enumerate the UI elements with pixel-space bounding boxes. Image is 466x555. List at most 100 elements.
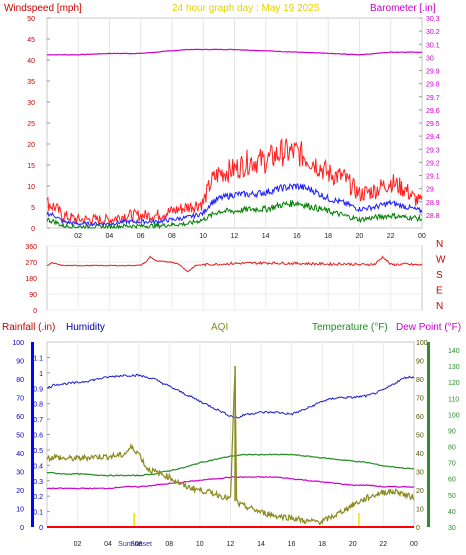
wind-x-tick-label: 04: [106, 233, 114, 240]
baro-right-tick-label: 30.1: [426, 42, 440, 49]
humidity-line: [46, 373, 415, 419]
env-x-tick-label: 02: [74, 541, 82, 548]
dewpoint-line: [46, 476, 415, 490]
sunrise-label: Sunrise: [118, 541, 142, 548]
humidity-tick-label: 20: [16, 488, 24, 495]
aqi-tick-label: 70: [416, 396, 424, 403]
rain-tick-label: 0.8: [33, 402, 43, 409]
env-x-tick-label: 00: [410, 541, 418, 548]
temperature-tick-label: 90: [448, 428, 456, 435]
env-x-tick-label: 04: [104, 541, 112, 548]
rain-tick-label: 1.1: [33, 355, 43, 362]
baro-right-tick-label: 30.2: [426, 29, 440, 36]
env-x-tick-label: 12: [227, 541, 235, 548]
wind-left-tick-label: 0: [31, 226, 35, 233]
rain-tick-label: 0.3: [33, 479, 43, 486]
humidity-tick-label: 60: [16, 414, 24, 421]
humidity-tick-label: 0: [20, 525, 24, 532]
baro-right-tick-label: 29.8: [426, 82, 440, 89]
aqi-title: AQI: [211, 322, 228, 333]
aqi-tick-label: 90: [416, 359, 424, 366]
aqi-tick-label: 60: [416, 414, 424, 421]
baro-right-tick-label: 28.9: [426, 200, 440, 207]
rain-tick-label: 0: [39, 525, 43, 532]
direction-tick-label: 0: [33, 308, 37, 315]
wind-left-tick-label: 35: [27, 79, 35, 86]
rain-tick-label: 0.5: [33, 448, 43, 455]
temperature-tick-label: 60: [448, 477, 456, 484]
humidity-tick-label: 70: [16, 396, 24, 403]
baro-right-tick-label: 29.3: [426, 147, 440, 154]
baro-right-tick-label: 29.2: [426, 160, 440, 167]
rain-tick-label: 0.7: [33, 417, 43, 424]
wind-x-tick-label: 02: [74, 233, 82, 240]
rain-tick-label: 0.9: [33, 386, 43, 393]
aqi-tick-label: 30: [416, 470, 424, 477]
barometer-line: [46, 48, 423, 56]
rain-tick-label: 1: [39, 371, 43, 378]
aqi-tick-label: 50: [416, 433, 424, 440]
wind-x-tick-label: 12: [231, 233, 239, 240]
wind-left-tick-label: 30: [27, 100, 35, 107]
aqi-tick-label: 0: [416, 525, 420, 532]
env-x-tick-label: 14: [257, 541, 265, 548]
compass-label-n: N: [436, 239, 443, 250]
temperature-tick-label: 110: [448, 396, 459, 403]
env-x-tick-label: 16: [288, 541, 296, 548]
temperature-tick-label: 140: [448, 348, 460, 355]
humidity-tick-label: 40: [16, 451, 24, 458]
baro-right-tick-label: 29.7: [426, 95, 440, 102]
temperature-tick-label: 70: [448, 461, 456, 468]
sunset-label: Sunset: [130, 541, 152, 548]
env-x-tick-label: 20: [349, 541, 357, 548]
wind-x-tick-label: 20: [356, 233, 364, 240]
wind-left-tick-label: 15: [27, 163, 35, 170]
direction-tick-label: 180: [25, 276, 37, 283]
humidity-axis-bar: [31, 342, 34, 527]
baro-right-tick-label: 30.3: [426, 16, 440, 23]
temperature-axis-bar: [427, 342, 430, 527]
compass-label-s: S: [436, 270, 443, 281]
dewpoint-title: Dew Point (°F): [396, 322, 461, 333]
wind-left-tick-label: 5: [31, 205, 35, 212]
temperature-tick-label: 120: [448, 380, 460, 387]
temperature-title: Temperature (°F): [312, 322, 388, 333]
baro-right-tick-label: 29: [426, 187, 434, 194]
direction-tick-label: 360: [25, 244, 37, 251]
wind-x-tick-label: 18: [324, 233, 332, 240]
wind-left-tick-label: 10: [27, 184, 35, 191]
temperature-tick-label: 130: [448, 364, 460, 371]
compass-label-e: E: [436, 286, 443, 297]
graph-date-title: 24 hour graph day : May 19 2025: [172, 3, 320, 14]
wind-x-tick-label: 16: [293, 233, 301, 240]
env-x-tick-label: 06: [135, 541, 143, 548]
direction-tick-label: 90: [29, 292, 37, 299]
baro-right-tick-label: 28.8: [426, 213, 440, 220]
wind-left-tick-label: 50: [27, 16, 35, 23]
aqi-tick-label: 80: [416, 377, 424, 384]
compass-label-w: W: [436, 255, 446, 266]
env-x-tick-label: 18: [318, 541, 326, 548]
rain-tick-label: 0.2: [33, 494, 43, 501]
rainfall-title: Rainfall (.in): [2, 322, 55, 333]
baro-right-tick-label: 29.4: [426, 134, 440, 141]
rain-tick-label: 0.6: [33, 433, 43, 440]
aqi-tick-label: 40: [416, 451, 424, 458]
compass-label-n: N: [436, 301, 443, 312]
temperature-tick-label: 40: [448, 509, 456, 516]
wind-left-tick-label: 25: [27, 121, 35, 128]
wind-x-tick-label: 08: [168, 233, 176, 240]
humidity-tick-label: 80: [16, 377, 24, 384]
direction-tick-label: 270: [25, 260, 37, 267]
baro-right-tick-label: 29.6: [426, 108, 440, 115]
aqi-tick-label: 10: [416, 507, 424, 514]
wind-low-line: [46, 199, 423, 230]
windspeed-title: Windspeed [mph]: [4, 3, 82, 14]
humidity-tick-label: 10: [16, 507, 24, 514]
wind-x-tick-label: 10: [199, 233, 207, 240]
wind-left-tick-label: 40: [27, 58, 35, 65]
wind-left-tick-label: 20: [27, 142, 35, 149]
aqi-tick-label: 20: [416, 488, 424, 495]
humidity-tick-label: 100: [12, 340, 24, 347]
wind-x-tick-label: 14: [262, 233, 270, 240]
